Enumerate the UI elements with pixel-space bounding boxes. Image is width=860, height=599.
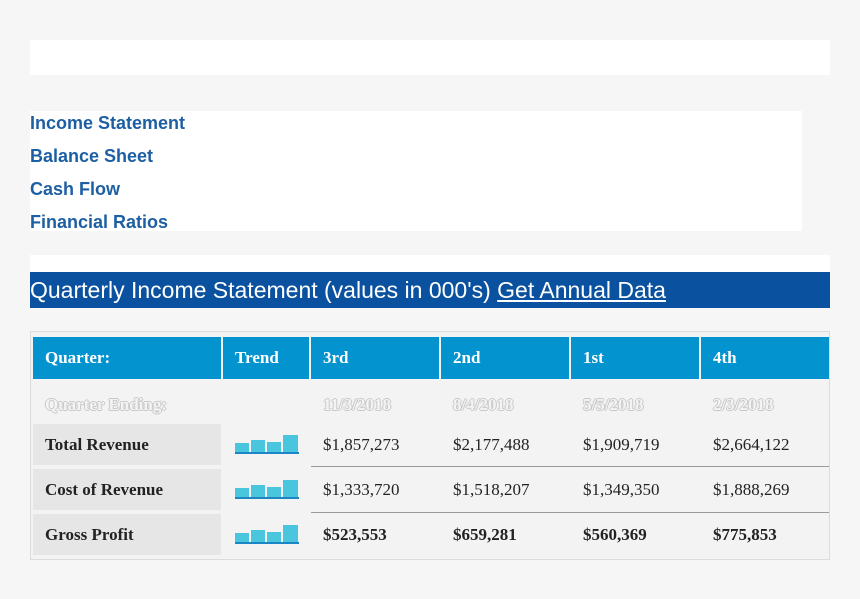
nav-financial-ratios[interactable]: Financial Ratios <box>30 212 169 232</box>
total-revenue-q1: $1,909,719 <box>583 435 660 454</box>
section-title-bar: Quarterly Income Statement (values in 00… <box>30 272 830 308</box>
header-q1: 1st <box>571 337 699 379</box>
header-quarter: Quarter: <box>33 337 221 379</box>
nav-balance-sheet[interactable]: Balance Sheet <box>30 146 154 166</box>
total-revenue-q4: $2,664,122 <box>713 435 790 454</box>
quarter-ending-q4: 2/3/2018 <box>713 395 774 414</box>
spacer-strip <box>30 255 830 272</box>
nav-cash-flow[interactable]: Cash Flow <box>30 179 121 199</box>
row-label-gross-profit: Gross Profit <box>33 514 221 555</box>
cost-of-revenue-q3: $1,333,720 <box>323 480 400 499</box>
total-revenue-q2: $2,177,488 <box>453 435 530 454</box>
income-statement-table: Quarter: Trend 3rd 2nd 1st 4th Quarter E… <box>30 331 830 560</box>
cost-of-revenue-q4: $1,888,269 <box>713 480 790 499</box>
row-label-cost-of-revenue: Cost of Revenue <box>33 469 221 510</box>
trend-cost-of-revenue <box>223 469 309 510</box>
row-divider <box>311 512 829 513</box>
gross-profit-q1: $560,369 <box>583 525 647 544</box>
get-annual-data-link[interactable]: Get Annual Data <box>497 277 666 303</box>
trend-total-revenue <box>223 424 309 465</box>
trend-gross-profit <box>223 514 309 555</box>
cost-of-revenue-q1: $1,349,350 <box>583 480 660 499</box>
gross-profit-q2: $659,281 <box>453 525 517 544</box>
trend-sparkbar <box>235 435 299 454</box>
statement-nav: Income Statement Balance Sheet Cash Flow… <box>30 111 802 232</box>
quarter-ending-q1: 5/5/2018 <box>583 395 644 414</box>
top-bar <box>30 40 830 75</box>
quarter-ending-label: Quarter Ending: <box>45 395 168 414</box>
row-divider <box>311 466 829 467</box>
gross-profit-q4: $775,853 <box>713 525 777 544</box>
section-title: Quarterly Income Statement (values in 00… <box>30 277 498 303</box>
header-q4: 4th <box>701 337 829 379</box>
gross-profit-q3: $523,553 <box>323 525 387 544</box>
nav-income-statement[interactable]: Income Statement <box>30 113 186 133</box>
header-trend: Trend <box>223 337 309 379</box>
header-q2: 2nd <box>441 337 569 379</box>
quarter-ending-q2: 8/4/2018 <box>453 395 514 414</box>
trend-sparkbar <box>235 480 299 499</box>
trend-sparkbar <box>235 525 299 544</box>
total-revenue-q3: $1,857,273 <box>323 435 400 454</box>
quarter-ending-q3: 11/3/2018 <box>323 395 392 414</box>
cost-of-revenue-q2: $1,518,207 <box>453 480 530 499</box>
row-label-total-revenue: Total Revenue <box>33 424 221 465</box>
header-q3: 3rd <box>311 337 439 379</box>
